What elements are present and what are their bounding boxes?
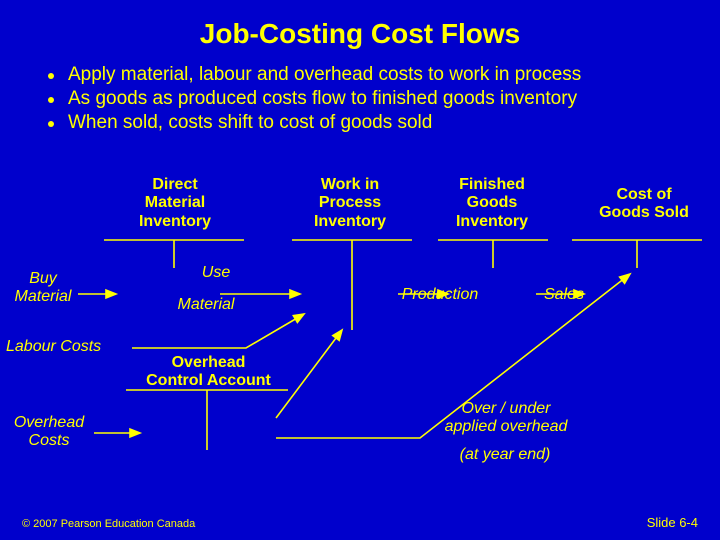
account-fg: Finished Goods Inventory	[442, 176, 542, 231]
bullet-item: Apply material, labour and overhead cost…	[48, 64, 720, 86]
bullet-icon	[48, 121, 54, 127]
account-wip: Work in Process Inventory	[300, 176, 400, 231]
copyright: © 2007 Pearson Education Canada	[22, 518, 195, 530]
label-material: Material	[166, 296, 246, 314]
account-dm: Direct Material Inventory	[120, 176, 230, 231]
bullet-text: When sold, costs shift to cost of goods …	[68, 112, 432, 134]
label-over-under: Over / under applied overhead	[426, 400, 586, 437]
label-sales: Sales	[534, 286, 594, 304]
label-use: Use	[186, 264, 246, 282]
label-production: Production	[390, 286, 490, 304]
label-buy-material: Buy Material	[8, 270, 78, 307]
bullet-list: Apply material, labour and overhead cost…	[48, 64, 720, 134]
bullet-item: When sold, costs shift to cost of goods …	[48, 112, 720, 134]
bullet-text: Apply material, labour and overhead cost…	[68, 64, 581, 86]
account-cogs: Cost of Goods Sold	[584, 186, 704, 223]
label-labour-costs: Labour Costs	[6, 338, 136, 356]
label-overhead-costs: Overhead Costs	[4, 414, 94, 451]
bullet-icon	[48, 73, 54, 79]
bullet-text: As goods as produced costs flow to finis…	[68, 88, 577, 110]
bullet-icon	[48, 97, 54, 103]
account-oca: Overhead Control Account	[136, 354, 281, 391]
slide-number: Slide 6-4	[647, 515, 698, 530]
bullet-item: As goods as produced costs flow to finis…	[48, 88, 720, 110]
flow-diagram: Direct Material Inventory Work in Proces…	[0, 170, 720, 490]
slide-title: Job-Costing Cost Flows	[0, 0, 720, 50]
label-year-end: (at year end)	[450, 446, 560, 464]
